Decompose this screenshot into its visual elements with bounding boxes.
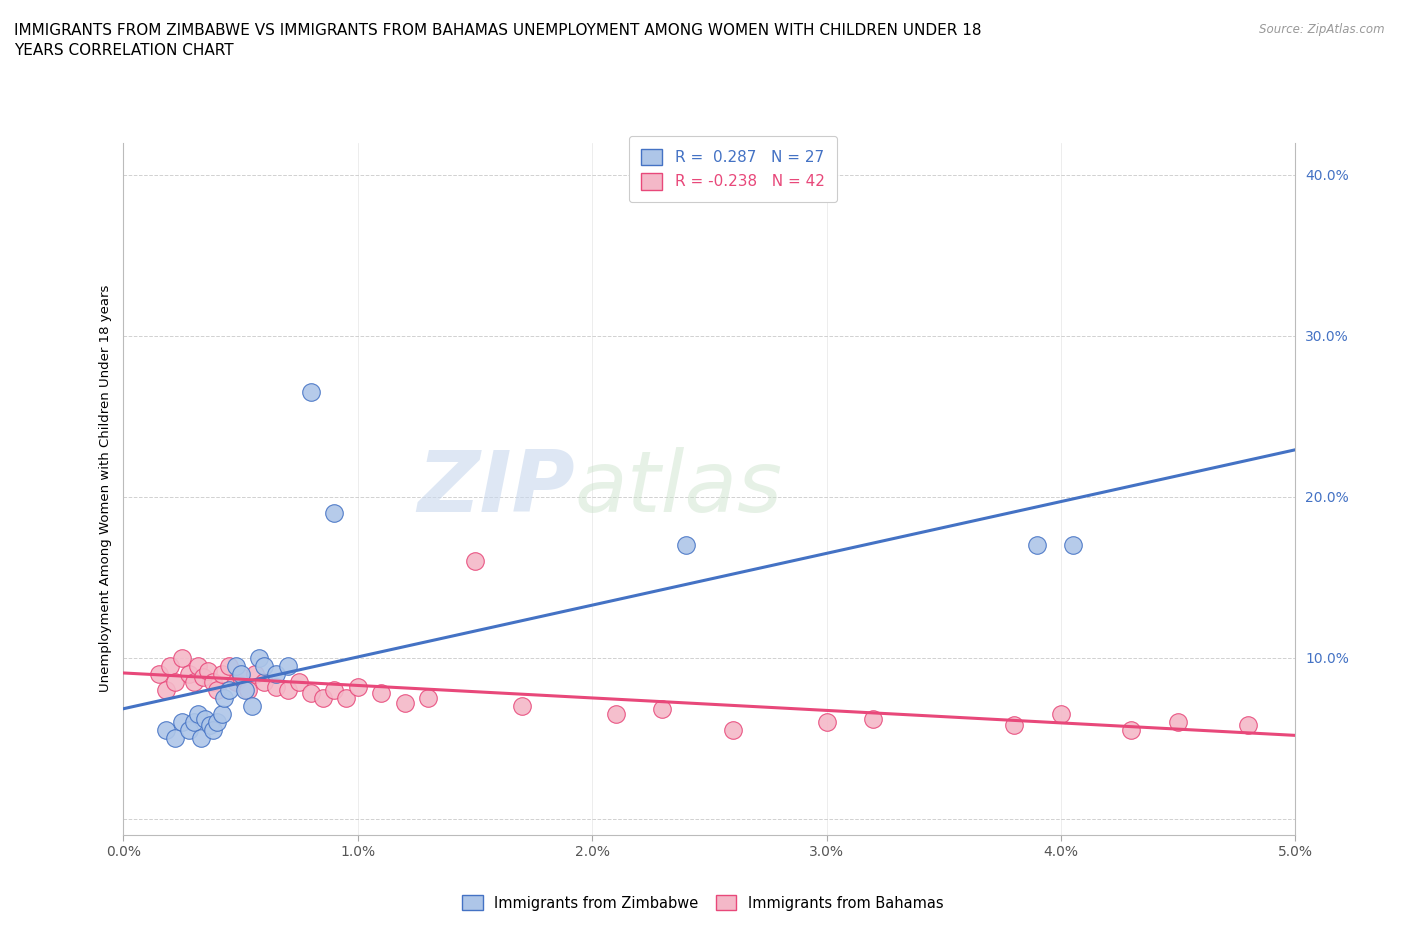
Point bbox=[862, 711, 884, 726]
Point bbox=[416, 690, 439, 705]
Text: IMMIGRANTS FROM ZIMBABWE VS IMMIGRANTS FROM BAHAMAS UNEMPLOYMENT AMONG WOMEN WIT: IMMIGRANTS FROM ZIMBABWE VS IMMIGRANTS F… bbox=[14, 23, 981, 58]
Point bbox=[177, 723, 200, 737]
Point bbox=[1050, 707, 1073, 722]
Point bbox=[247, 650, 270, 665]
Legend: R =  0.287   N = 27, R = -0.238   N = 42: R = 0.287 N = 27, R = -0.238 N = 42 bbox=[628, 137, 837, 202]
Point bbox=[155, 683, 177, 698]
Point bbox=[159, 658, 181, 673]
Point bbox=[225, 674, 247, 689]
Text: ZIP: ZIP bbox=[418, 447, 575, 530]
Point bbox=[187, 658, 209, 673]
Point bbox=[236, 683, 259, 698]
Point bbox=[253, 674, 276, 689]
Point bbox=[229, 670, 252, 684]
Point bbox=[1237, 718, 1260, 733]
Point bbox=[183, 714, 205, 729]
Point bbox=[1062, 538, 1084, 552]
Point bbox=[218, 683, 240, 698]
Point bbox=[170, 650, 193, 665]
Point bbox=[155, 723, 177, 737]
Point bbox=[205, 683, 228, 698]
Point bbox=[323, 683, 346, 698]
Point bbox=[311, 690, 333, 705]
Point bbox=[201, 723, 224, 737]
Point bbox=[197, 663, 219, 678]
Text: atlas: atlas bbox=[575, 447, 783, 530]
Point bbox=[148, 667, 170, 682]
Point bbox=[346, 679, 368, 694]
Point bbox=[394, 696, 416, 711]
Point bbox=[163, 674, 186, 689]
Point bbox=[177, 667, 200, 682]
Point bbox=[229, 667, 252, 682]
Point bbox=[299, 685, 322, 700]
Point bbox=[264, 679, 287, 694]
Point bbox=[651, 702, 673, 717]
Point bbox=[1121, 723, 1143, 737]
Point bbox=[253, 658, 276, 673]
Point bbox=[225, 658, 247, 673]
Text: Source: ZipAtlas.com: Source: ZipAtlas.com bbox=[1260, 23, 1385, 36]
Point bbox=[243, 667, 266, 682]
Point bbox=[218, 658, 240, 673]
Point bbox=[190, 731, 212, 746]
Point bbox=[194, 711, 217, 726]
Point bbox=[198, 718, 221, 733]
Point bbox=[335, 690, 357, 705]
Point bbox=[721, 723, 744, 737]
Point bbox=[191, 670, 214, 684]
Point bbox=[815, 714, 838, 729]
Point bbox=[211, 667, 233, 682]
Point bbox=[233, 683, 256, 698]
Point bbox=[205, 714, 228, 729]
Point bbox=[288, 674, 311, 689]
Point bbox=[510, 698, 533, 713]
Point bbox=[323, 505, 346, 520]
Point bbox=[1167, 714, 1189, 729]
Point bbox=[1026, 538, 1049, 552]
Point bbox=[370, 685, 392, 700]
Point bbox=[299, 385, 322, 400]
Point bbox=[183, 674, 205, 689]
Y-axis label: Unemployment Among Women with Children Under 18 years: Unemployment Among Women with Children U… bbox=[100, 285, 112, 692]
Point bbox=[605, 707, 627, 722]
Legend: Immigrants from Zimbabwe, Immigrants from Bahamas: Immigrants from Zimbabwe, Immigrants fro… bbox=[456, 888, 950, 918]
Point bbox=[212, 690, 235, 705]
Point bbox=[187, 707, 209, 722]
Point bbox=[240, 698, 263, 713]
Point bbox=[464, 553, 486, 568]
Point bbox=[170, 714, 193, 729]
Point bbox=[201, 674, 224, 689]
Point bbox=[163, 731, 186, 746]
Point bbox=[276, 683, 298, 698]
Point bbox=[264, 667, 287, 682]
Point bbox=[211, 707, 233, 722]
Point bbox=[276, 658, 298, 673]
Point bbox=[1002, 718, 1025, 733]
Point bbox=[675, 538, 697, 552]
